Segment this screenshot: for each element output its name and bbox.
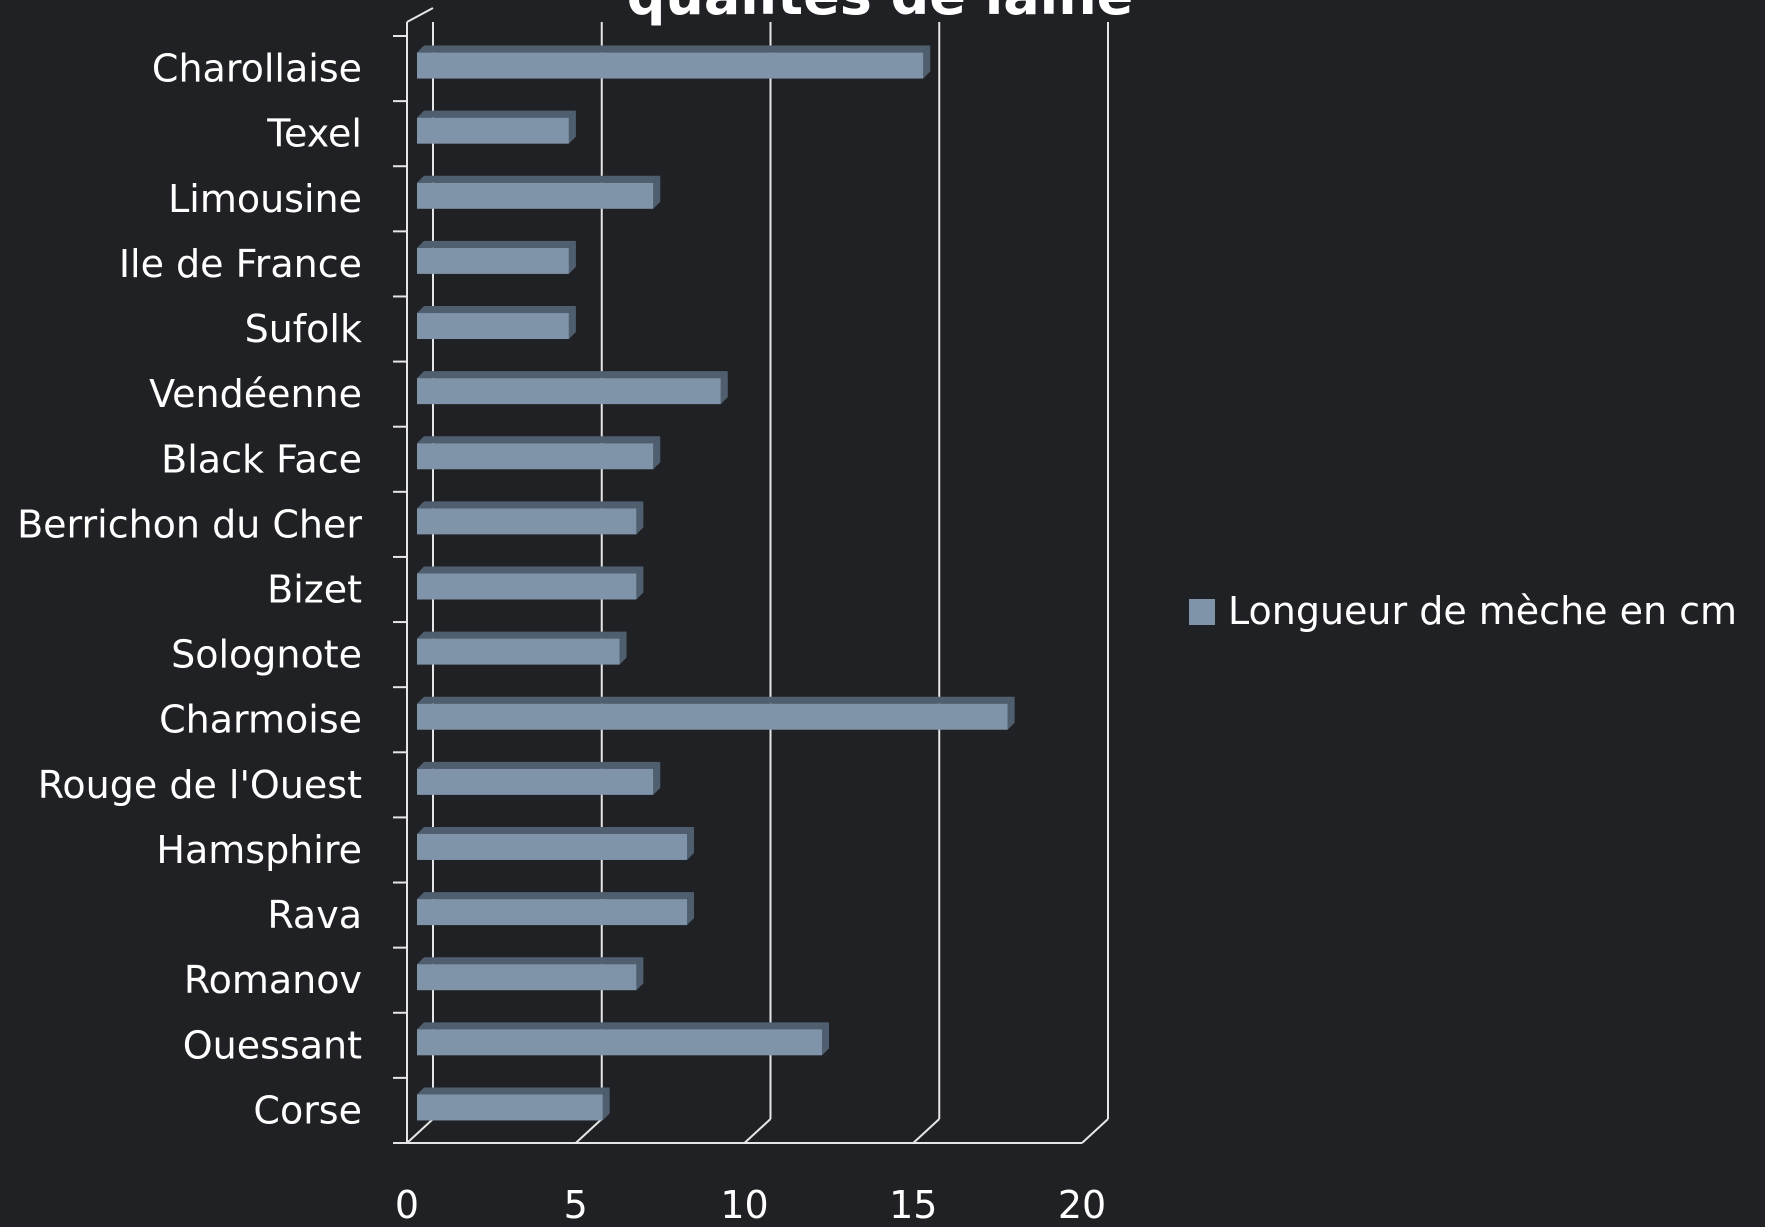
- bar-top-face: [417, 566, 644, 574]
- bar-top-face: [417, 501, 644, 509]
- bar: [417, 52, 924, 79]
- bar-top-face: [417, 761, 661, 769]
- y-category-label: Rouge de l'Ouest: [38, 763, 362, 807]
- chart-legend: Longueur de mèche en cm: [1189, 589, 1737, 633]
- y-category-label: Solognote: [171, 633, 362, 677]
- bar: [417, 378, 721, 405]
- y-category-label: Rava: [267, 893, 362, 937]
- floor-line: [406, 1118, 434, 1144]
- bar-top-face: [417, 1022, 829, 1030]
- bar: [417, 1094, 603, 1121]
- floor-line: [912, 1118, 940, 1144]
- x-tick-label: 15: [889, 1183, 937, 1223]
- bar: [417, 508, 637, 535]
- bar-side-face: [568, 306, 576, 340]
- y-category-label: Vendéenne: [149, 372, 362, 416]
- chart-labels: 0 5 10 15 20 Charollaise Texel Limousine Ile de …: [17, 47, 1106, 1227]
- bar: [417, 964, 637, 991]
- bar: [417, 703, 1008, 730]
- bar: [417, 833, 687, 860]
- x-tick-label: 20: [1058, 1183, 1106, 1223]
- bar-side-face: [568, 240, 576, 274]
- y-category-label: Charmoise: [159, 698, 362, 742]
- bar-top-face: [417, 436, 661, 444]
- bar: [417, 638, 620, 665]
- y-category-label: Black Face: [161, 437, 362, 481]
- bar-side-face: [636, 501, 644, 535]
- bar-side-face: [822, 1022, 829, 1056]
- bar-side-face: [1007, 696, 1015, 730]
- bar-top-face: [417, 892, 694, 900]
- bar-side-face: [687, 892, 694, 926]
- x-tick-label: 5: [564, 1183, 588, 1223]
- bar-side-face: [619, 631, 627, 665]
- legend-label: Longueur de mèche en cm: [1228, 589, 1737, 633]
- bar-top-face: [417, 240, 576, 248]
- bar-side-face: [636, 566, 644, 600]
- y-category-label: Romanov: [184, 958, 362, 1002]
- x-tick-label: 0: [395, 1183, 419, 1223]
- bar-side-face: [653, 761, 661, 795]
- bar: [417, 443, 654, 470]
- bar-side-face: [687, 826, 694, 860]
- y-category-label: Corse: [253, 1088, 362, 1132]
- x-tick-label: 10: [720, 1183, 768, 1223]
- bar: [417, 899, 687, 926]
- bar: [417, 117, 569, 144]
- bar-top-face: [417, 1087, 610, 1095]
- bar-side-face: [720, 371, 728, 405]
- bar-top-face: [417, 371, 728, 379]
- y-category-label: Charollaise: [152, 47, 362, 91]
- y-category-label: Texel: [266, 112, 362, 156]
- floor-line: [743, 1118, 772, 1144]
- floor-line: [575, 1118, 603, 1144]
- bar-side-face: [653, 436, 661, 470]
- bar-side-face: [636, 957, 644, 991]
- bar: [417, 313, 569, 340]
- bar-top-face: [417, 45, 931, 53]
- bar: [417, 573, 637, 600]
- bar-top-face: [417, 306, 576, 314]
- y-category-label: Ouessant: [183, 1023, 362, 1067]
- y-category-label: Berrichon du Cher: [17, 502, 362, 546]
- y-category-label: Hamsphire: [156, 828, 362, 872]
- y-category-label: Ile de France: [119, 242, 362, 286]
- chart-title: qualités de laine: [627, 0, 1134, 27]
- bar: [417, 768, 654, 795]
- y-category-label: Bizet: [267, 568, 362, 612]
- chart-bars: [417, 45, 1015, 1121]
- bar-side-face: [653, 175, 661, 209]
- bar-top-face: [417, 175, 661, 183]
- floor-line: [1081, 1118, 1109, 1144]
- bar-top-face: [417, 631, 627, 639]
- y-category-label: Sufolk: [245, 307, 362, 351]
- bar-side-face: [602, 1087, 610, 1121]
- y-axis-top-edge: [406, 7, 434, 23]
- bar: [417, 1029, 822, 1056]
- legend-swatch: [1189, 599, 1215, 625]
- bar-top-face: [417, 826, 694, 834]
- y-category-label: Limousine: [168, 177, 362, 221]
- bar-top-face: [417, 957, 644, 965]
- bar: [417, 247, 569, 274]
- bar-top-face: [417, 110, 576, 118]
- bar-top-face: [417, 696, 1015, 704]
- bar-side-face: [568, 110, 576, 144]
- bar-side-face: [923, 45, 931, 79]
- bar: [417, 182, 654, 209]
